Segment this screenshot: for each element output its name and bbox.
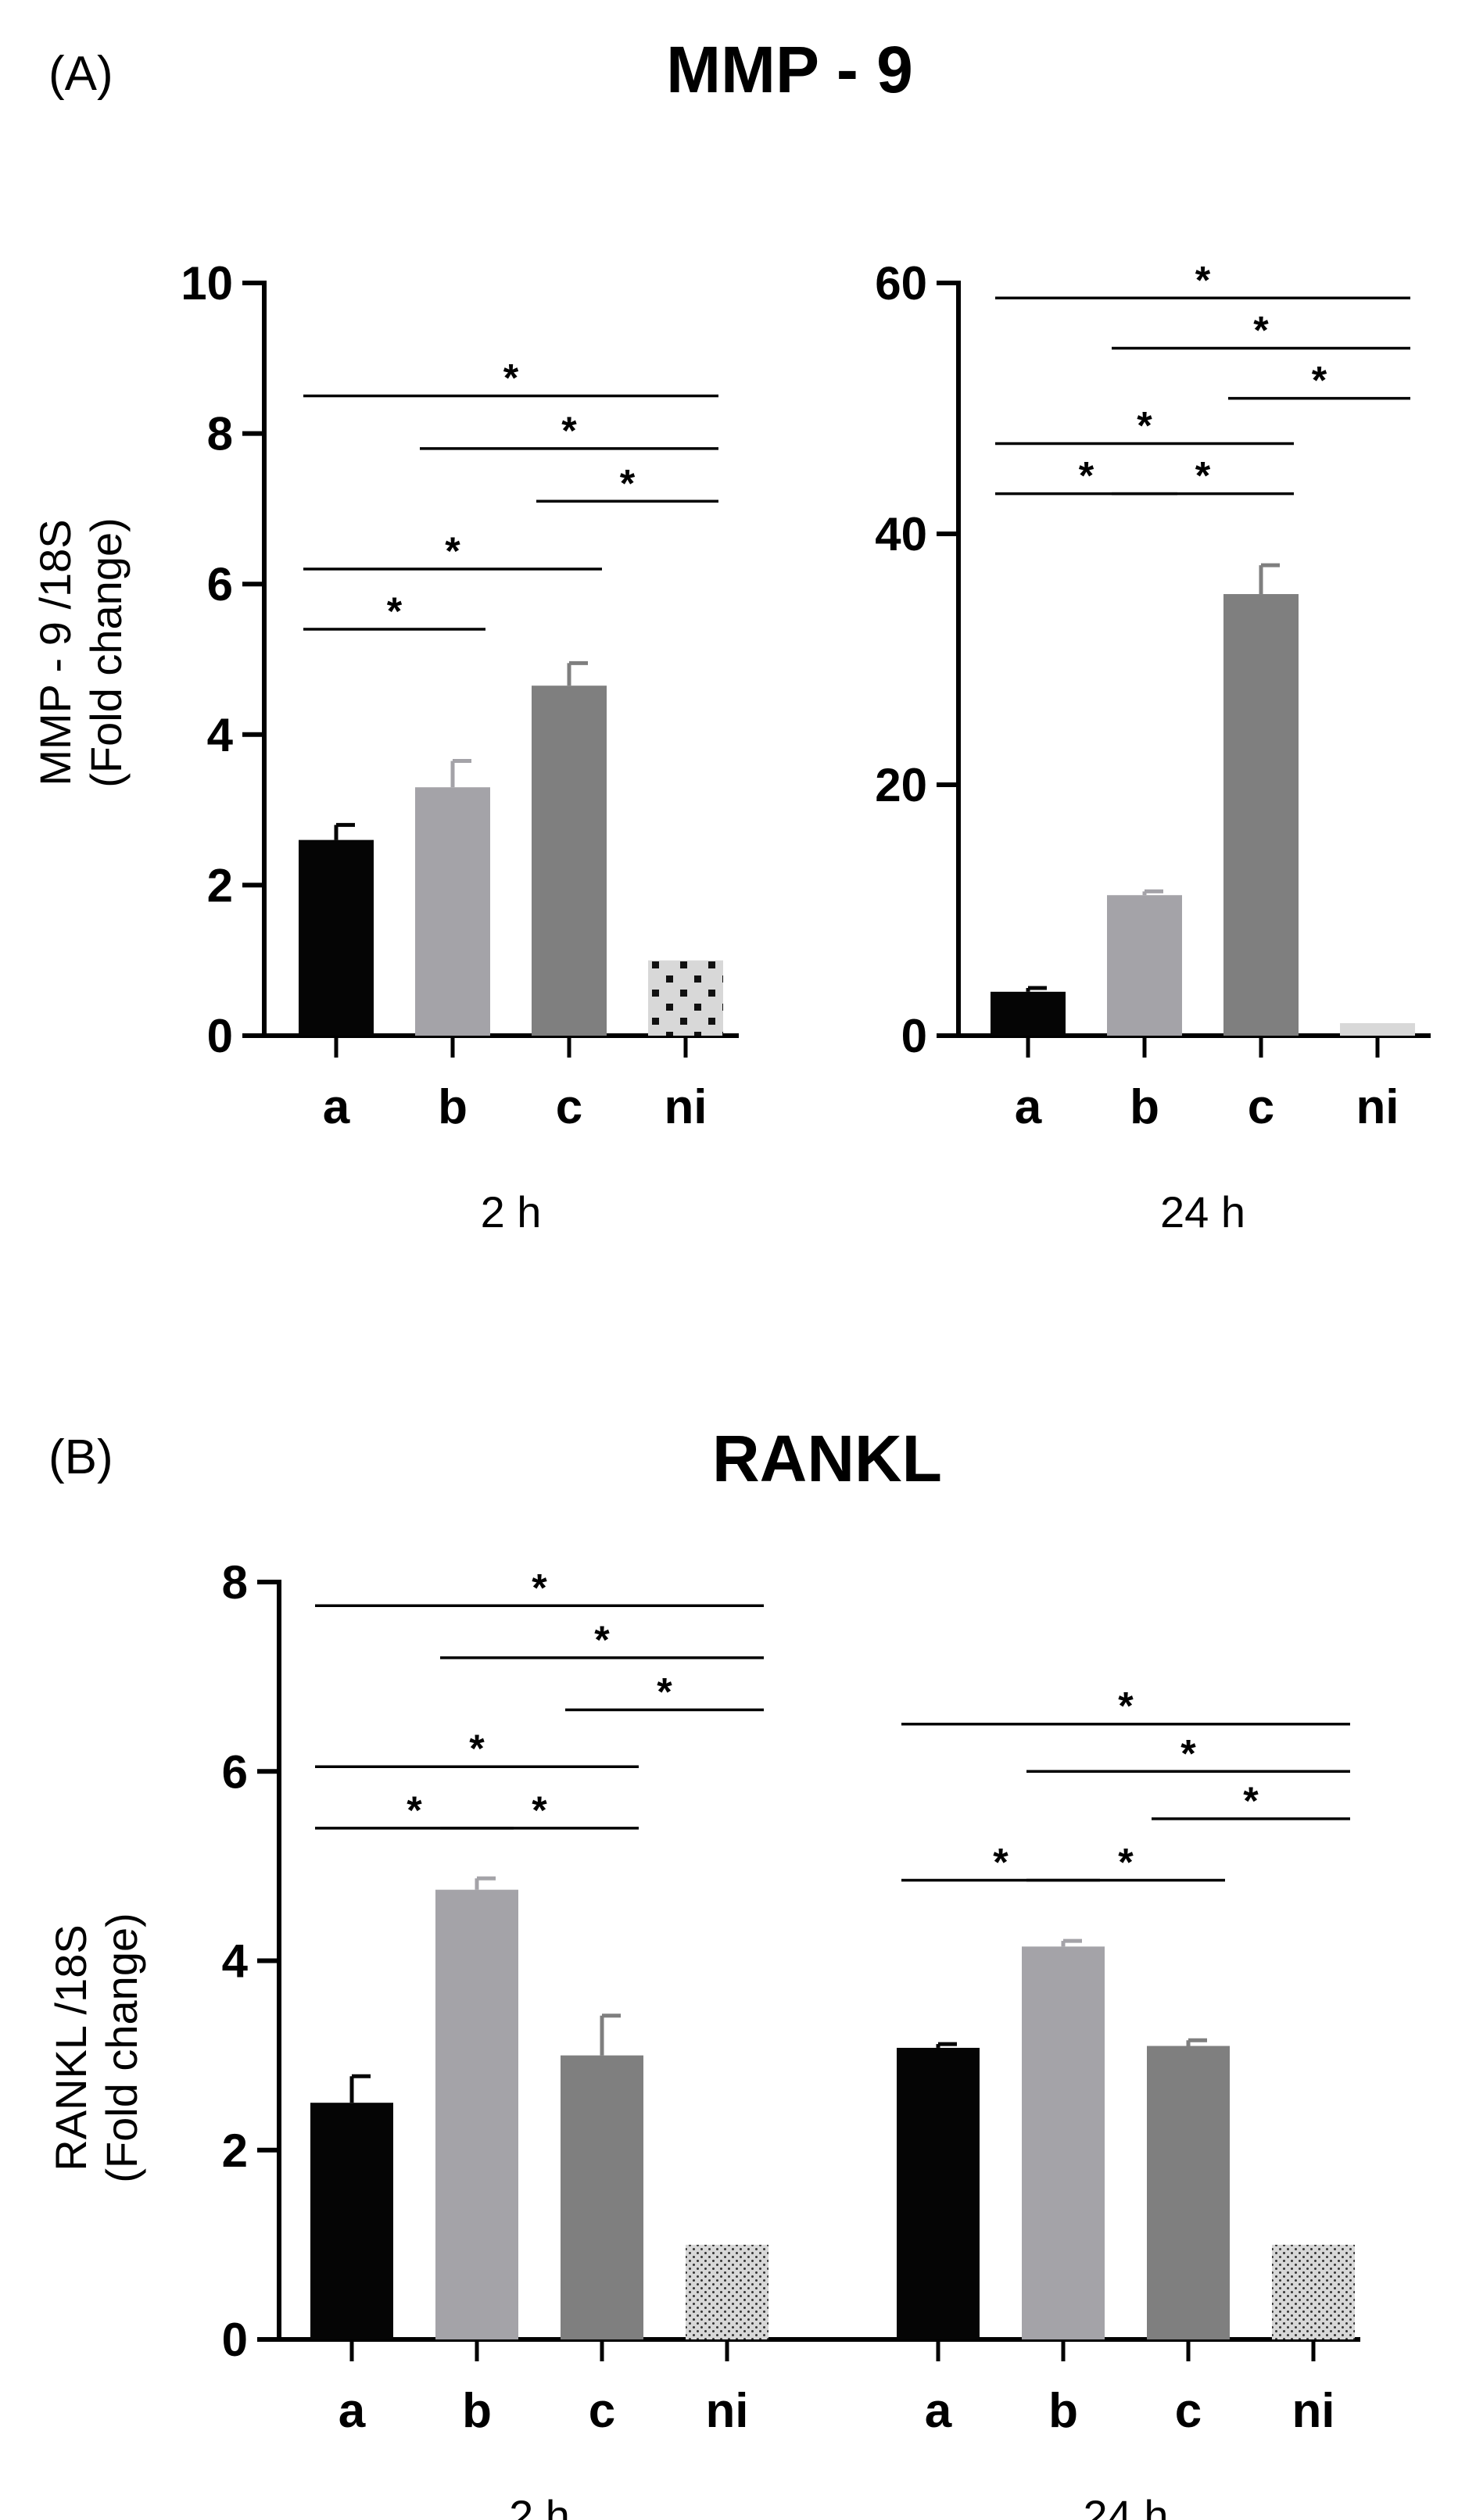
- a24h-ytick-label-1: 20: [875, 759, 927, 811]
- panel-b-letter: (B): [48, 1430, 113, 1484]
- a24h-group-label: 24 h: [1160, 1187, 1245, 1237]
- b-ytick-label-0: 0: [222, 2314, 248, 2366]
- a2h-group-label: 2 h: [481, 1187, 542, 1237]
- a24h-sig-star-0: *: [1195, 258, 1211, 302]
- a2h-xtick-ni: ni: [664, 1080, 707, 1134]
- b2h-sig-star-0: *: [532, 1566, 547, 1609]
- a2h-sig-star-2: *: [620, 461, 636, 505]
- a2h-sig-star-0: *: [503, 356, 519, 399]
- a24h-sig-star-2: *: [1312, 359, 1327, 403]
- panel-b-ylabel-line2: (Fold change): [97, 1913, 146, 2183]
- a24h-sig-star-1: *: [1253, 308, 1269, 352]
- b2h-bar-c: [561, 2055, 643, 2339]
- a2h-xtick-a: a: [323, 1080, 350, 1134]
- b-ytick-label-4: 8: [222, 1556, 248, 1609]
- a24h-bar-b: [1107, 895, 1182, 1036]
- b2h-sig-star-3: *: [469, 1727, 485, 1770]
- a24h-bar-ni: [1340, 1022, 1415, 1036]
- b24h-xtick-ni: ni: [1292, 2384, 1334, 2438]
- a2h-bar-ni: [648, 960, 723, 1036]
- b2h-sig-star-2: *: [657, 1670, 672, 1714]
- b2h-sig-star-4: *: [407, 1788, 422, 1832]
- b24h-sig-star-4: *: [1118, 1841, 1134, 1885]
- panel-a-title: MMP - 9: [666, 33, 913, 106]
- b24h-sig-star-2: *: [1243, 1779, 1259, 1823]
- b24h-bar-ni: [1272, 2244, 1355, 2339]
- b24h-bar-b: [1022, 1946, 1105, 2339]
- a24h-xtick-a: a: [1015, 1080, 1042, 1134]
- panel-a-letter: (A): [48, 47, 113, 101]
- b24h-sig-star-0: *: [1118, 1684, 1134, 1728]
- panel-a-24h-plot: 0 20 40 60 a b c ni 24 h * * * * * *: [875, 257, 1431, 1237]
- panel-b-title: RANKL: [712, 1422, 942, 1495]
- panel-a-ylabel-line2: (Fold change): [81, 517, 131, 788]
- b2h-xtick-a: a: [339, 2384, 366, 2438]
- b2h-bar-a: [310, 2103, 393, 2339]
- panel-a-ylabel-line1: MMP - 9 /18S: [30, 519, 80, 786]
- b24h-xtick-a: a: [925, 2384, 952, 2438]
- b2h-xtick-ni: ni: [705, 2384, 748, 2438]
- b2h-group-label: 2 h: [509, 2491, 570, 2520]
- panel-a-2h-plot: 0 2 4 6 8 10 a b c ni 2 h * * * * *: [181, 257, 739, 1237]
- a2h-bar-b: [415, 787, 490, 1036]
- a24h-bar-c: [1223, 594, 1299, 1036]
- b24h-bar-a: [897, 2047, 980, 2339]
- b24h-sig-star-1: *: [1180, 1731, 1196, 1775]
- a24h-sig-star-3: *: [1137, 403, 1152, 447]
- a2h-bar-a: [299, 839, 374, 1036]
- panel-b-plot: 0 2 4 6 8 a b c ni 2 h * * * * * * a b c ni 24 h * * * * *: [222, 1556, 1360, 2520]
- b-ytick-label-2: 4: [222, 1935, 249, 1988]
- a2h-ytick-label-5: 10: [181, 257, 233, 310]
- b24h-sig-star-3: *: [993, 1841, 1008, 1885]
- panel-b-ylabel-line1: RANKL /18S: [46, 1924, 95, 2171]
- b24h-xtick-c: c: [1175, 2384, 1202, 2438]
- a2h-ytick-label-2: 4: [207, 709, 234, 761]
- b24h-xtick-b: b: [1048, 2384, 1078, 2438]
- a24h-xtick-b: b: [1130, 1080, 1159, 1134]
- a2h-ytick-label-1: 2: [207, 859, 233, 911]
- a24h-bar-a: [991, 991, 1066, 1036]
- a2h-ytick-label-4: 8: [207, 408, 233, 460]
- b-ytick-label-3: 6: [222, 1745, 248, 1798]
- b2h-bar-b: [435, 1889, 518, 2339]
- a2h-sig-star-3: *: [445, 529, 460, 573]
- a24h-ytick-label-2: 40: [875, 508, 927, 560]
- a24h-ytick-label-3: 60: [875, 257, 927, 310]
- b24h-group-label: 24 h: [1084, 2491, 1169, 2520]
- a2h-bar-c: [532, 685, 607, 1036]
- a2h-xtick-c: c: [556, 1080, 582, 1134]
- a24h-ytick-label-0: 0: [901, 1010, 927, 1062]
- a2h-ytick-label-0: 0: [207, 1010, 233, 1062]
- b2h-sig-star-5: *: [532, 1788, 547, 1832]
- a2h-sig-star-1: *: [561, 409, 577, 453]
- b-ytick-label-1: 2: [222, 2124, 248, 2177]
- a2h-sig-star-4: *: [387, 589, 403, 633]
- a24h-xtick-c: c: [1248, 1080, 1274, 1134]
- b2h-bar-ni: [686, 2244, 768, 2339]
- b24h-bar-c: [1147, 2046, 1230, 2339]
- b2h-sig-star-1: *: [594, 1618, 610, 1662]
- b2h-xtick-c: c: [589, 2384, 615, 2438]
- b2h-xtick-b: b: [462, 2384, 492, 2438]
- a24h-sig-star-4: *: [1079, 454, 1094, 498]
- a24h-xtick-ni: ni: [1356, 1080, 1399, 1134]
- a24h-sig-star-5: *: [1195, 454, 1211, 498]
- a2h-xtick-b: b: [438, 1080, 468, 1134]
- a2h-ytick-label-3: 6: [207, 558, 233, 610]
